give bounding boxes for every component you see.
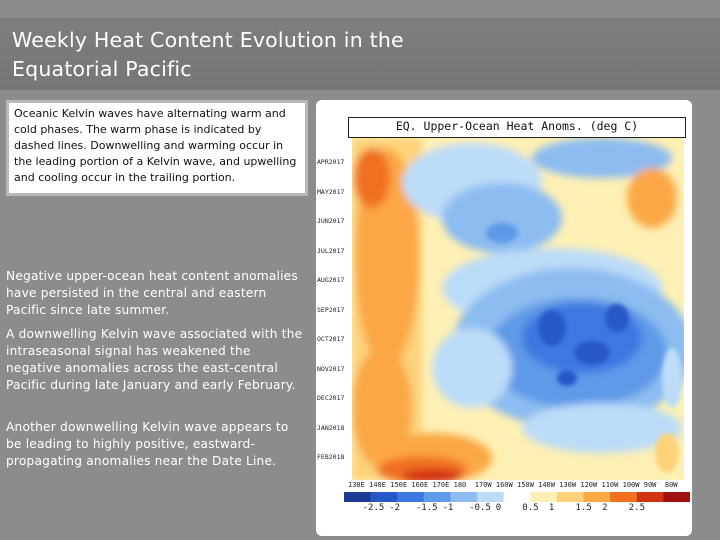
figure-title-box: EQ. Upper-Ocean Heat Anoms. (deg C)	[348, 117, 686, 138]
y-tick-label: SEP2017	[317, 305, 345, 314]
y-tick-label: OCT2017	[317, 335, 345, 343]
hovmoller-figure: EQ. Upper-Ocean Heat Anoms. (deg C) APR2…	[316, 100, 692, 536]
colorbar-swatch	[583, 492, 611, 502]
colorbar-swatch	[663, 492, 690, 502]
colorbar-swatch	[344, 492, 372, 502]
colorbar-tick-label: 2.5	[628, 503, 646, 513]
colorbar-tick-label: -2.5	[362, 503, 385, 513]
paragraph-another-kelvin-wave: Another downwelling Kelvin wave appears …	[6, 420, 289, 468]
colorbar-tick-label: 0	[495, 503, 502, 513]
colorbar-tick-label: 1	[548, 503, 555, 513]
y-tick-label: MAY2017	[317, 187, 345, 196]
x-tick-label: 120W	[580, 481, 598, 489]
y-tick-label: JUL2017	[317, 246, 345, 255]
colorbar-swatch	[556, 492, 585, 502]
colorbar-swatch	[450, 492, 478, 502]
x-tick-label: 140E	[369, 481, 386, 489]
y-tick-label: DEC2017	[317, 394, 345, 402]
colorbar-swatch	[423, 492, 451, 502]
title-bar	[0, 18, 720, 90]
x-tick-label: 80W	[664, 481, 678, 489]
y-tick-label: AUG2017	[317, 276, 345, 284]
colorbar	[344, 492, 690, 502]
colorbar-swatch	[397, 492, 425, 502]
y-tick-label: NOV2017	[317, 364, 345, 373]
y-tick-label: FEB2018	[317, 453, 345, 461]
heat-anomaly-map	[352, 138, 684, 480]
x-tick-label: 160E	[411, 481, 429, 489]
x-tick-label: 140W	[538, 481, 555, 489]
x-tick-label: 130W	[559, 481, 577, 489]
y-tick-label: APR2017	[317, 158, 345, 166]
x-tick-label: 150W	[517, 481, 534, 489]
x-tick-label: 130E	[348, 481, 365, 489]
x-tick-label: 150E	[390, 481, 408, 489]
x-tick-label: 180	[453, 481, 467, 489]
x-tick-label: 90W	[643, 481, 657, 489]
paragraph-persistent-anomalies: Negative upper-ocean heat content anomal…	[6, 269, 298, 317]
x-tick-label: 170W	[474, 481, 492, 489]
colorbar-tick-label: 0.5	[522, 503, 539, 513]
y-tick-label: JAN2018	[317, 423, 345, 432]
x-tick-label: 160W	[495, 481, 513, 489]
figure-title: EQ. Upper-Ocean Heat Anoms. (deg C)	[395, 119, 639, 133]
y-tick-label: JUN2017	[317, 217, 345, 225]
x-tick-label: 170E	[432, 481, 450, 489]
kelvin-wave-note: Oceanic Kelvin waves have alternating wa…	[6, 100, 308, 196]
colorbar-tick-label: -1.5	[415, 503, 438, 513]
colorbar-swatch	[370, 492, 398, 502]
colorbar-tick-label: 1.5	[575, 503, 592, 513]
colorbar-swatch	[610, 492, 638, 502]
x-axis-labels: 130E 140E 150E 160E 170E 180 170W 160W 150W 140W 1…	[346, 481, 684, 491]
slide-title: Weekly Heat Content Evolution in the Equ…	[12, 28, 404, 81]
colorbar-tick-label: 2	[602, 503, 608, 513]
colorbar-tick-label: -0.5	[469, 503, 491, 513]
colorbar-swatch	[477, 492, 505, 502]
colorbar-swatch	[503, 492, 531, 502]
colorbar-swatch	[636, 492, 664, 502]
colorbar-tick-label: -1	[442, 503, 454, 513]
paragraph-downwelling-kelvin-wave: A downwelling Kelvin wave associated wit…	[6, 327, 303, 392]
colorbar-tick-label: -2	[389, 503, 401, 513]
x-tick-label: 110W	[601, 481, 619, 489]
colorbar-swatch	[530, 492, 558, 502]
x-tick-label: 100W	[622, 481, 640, 489]
